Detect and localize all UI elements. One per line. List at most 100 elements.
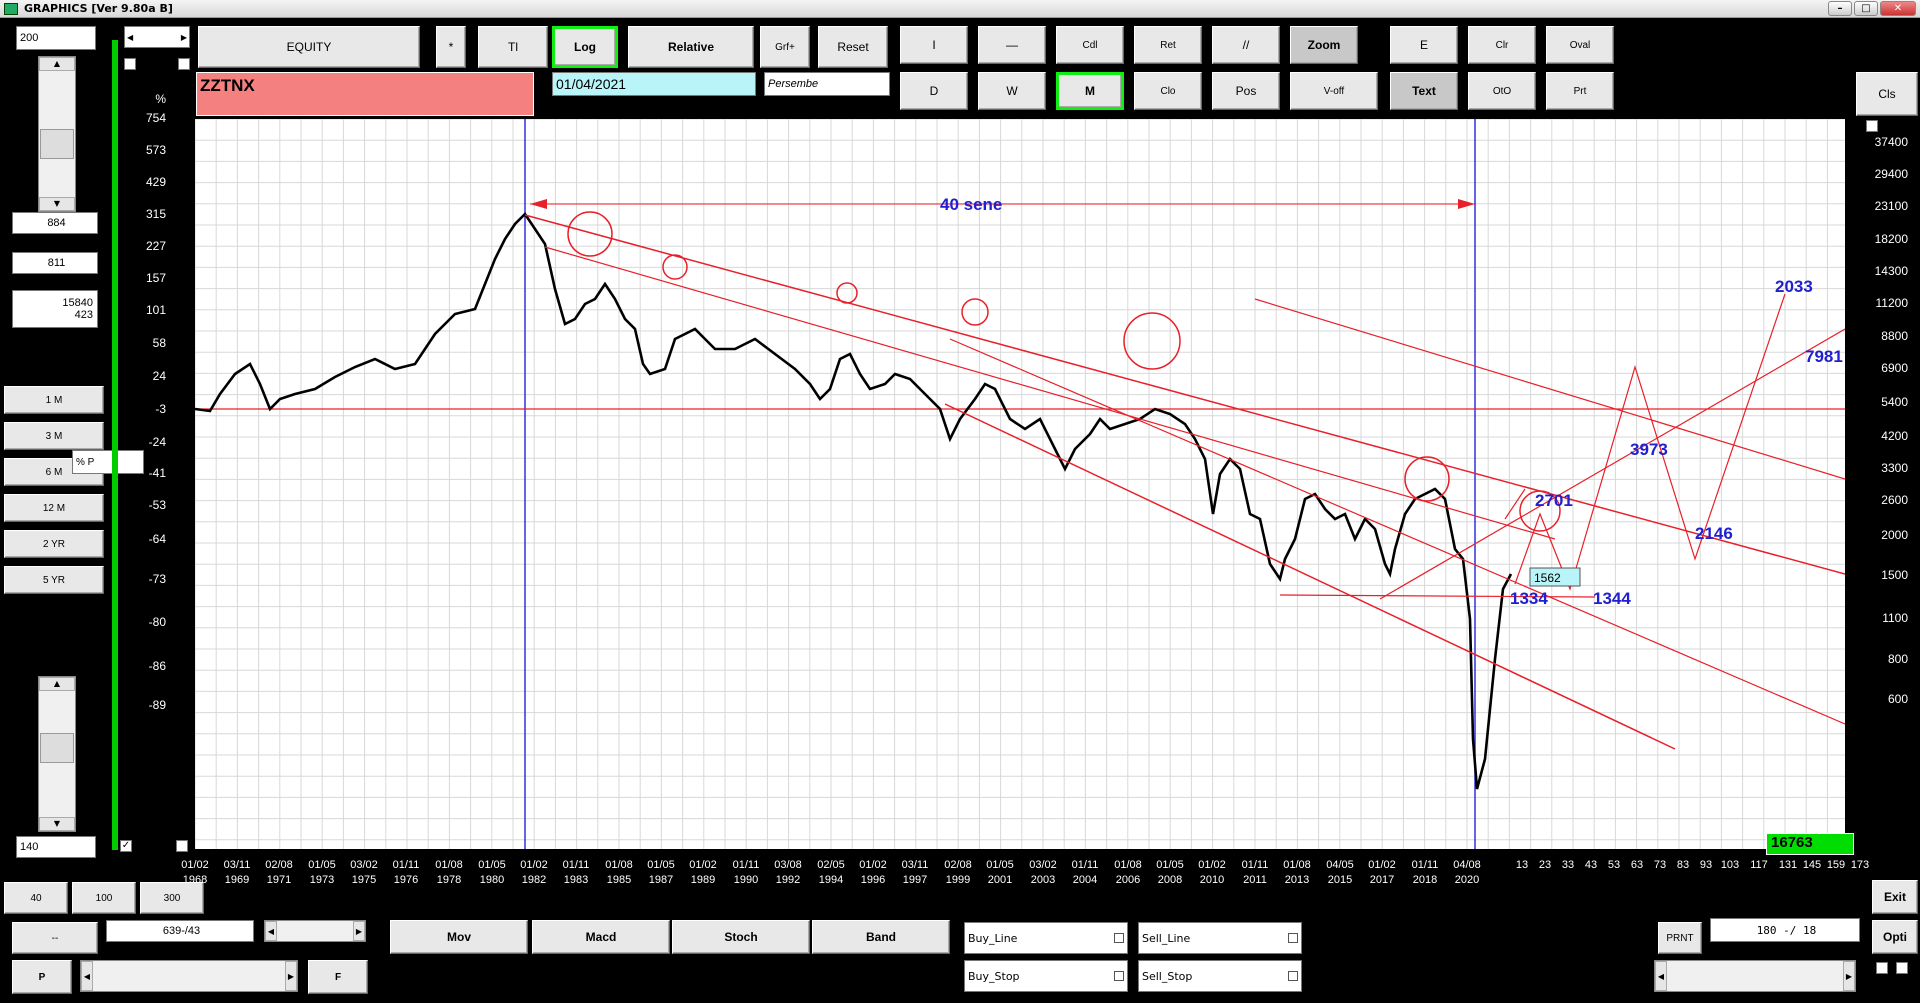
parallel-lines-button[interactable]: // (1212, 26, 1280, 64)
exit-button[interactable]: Exit (1872, 880, 1918, 914)
close-price-button[interactable]: Clo (1134, 72, 1202, 110)
min-bars-field[interactable]: 140 (16, 836, 96, 858)
scroll-thumb[interactable] (40, 129, 74, 159)
text-button[interactable]: Text (1390, 72, 1458, 110)
dash-button[interactable]: -- (12, 922, 98, 954)
buy-stop-checkbox[interactable]: Buy_Stop (964, 960, 1128, 992)
x-axis-label: 01/11 2011 (1241, 859, 1269, 886)
top-checkbox-right[interactable] (178, 58, 190, 70)
checkbox-square[interactable] (1114, 933, 1124, 943)
scroll-up-arrow-icon[interactable]: ▲ (39, 677, 75, 691)
prnt-button[interactable]: PRNT (1658, 922, 1702, 954)
vertical-line-button[interactable]: I (900, 26, 968, 64)
options-button[interactable]: Opti (1872, 920, 1918, 954)
bottom-checkbox-right[interactable] (176, 840, 188, 852)
checkbox-square[interactable] (1288, 971, 1298, 981)
price-chart[interactable]: 40 sene 2033 7981 3973 2701 2146 1334 1344 1562 (194, 118, 1846, 849)
stepper-right-icon[interactable]: ▶ (180, 32, 187, 42)
percent-field[interactable]: % P (72, 450, 144, 474)
bottom-vertical-scrollbar[interactable]: ▲ ▼ (38, 676, 76, 832)
value-tooltip (1529, 567, 1581, 587)
stochastic-button[interactable]: Stoch (672, 920, 810, 954)
weekly-button[interactable]: W (978, 72, 1046, 110)
scroll-left-arrow-icon[interactable]: ◀ (81, 961, 93, 991)
f-button[interactable]: F (308, 960, 368, 994)
log-button[interactable]: Log (552, 26, 618, 68)
star-button[interactable]: * (436, 26, 466, 68)
relative-button[interactable]: Relative (628, 26, 754, 68)
scroll-up-arrow-icon[interactable]: ▲ (39, 57, 75, 71)
small-horizontal-scrollbar[interactable]: ◀ ▶ (264, 920, 366, 942)
checkbox-square[interactable] (1114, 971, 1124, 981)
bars-field[interactable]: 200 (16, 26, 96, 50)
horizontal-line-button[interactable]: — (978, 26, 1046, 64)
moving-average-button[interactable]: Mov (390, 920, 528, 954)
period-3m-button[interactable]: 3 M (4, 422, 104, 450)
scroll-thumb[interactable] (40, 733, 74, 763)
checkbox-square[interactable] (1288, 933, 1298, 943)
top-checkbox-left[interactable] (124, 58, 136, 70)
sell-stop-checkbox[interactable]: Sell_Stop (1138, 960, 1302, 992)
scroll-down-arrow-icon[interactable]: ▼ (39, 817, 75, 831)
e-button[interactable]: E (1390, 26, 1458, 64)
clear-button[interactable]: Clr (1468, 26, 1536, 64)
maximize-button[interactable]: □ (1854, 1, 1878, 16)
trendline-button[interactable]: Tl (478, 26, 548, 68)
print-button[interactable]: Prt (1546, 72, 1614, 110)
scroll-left-arrow-icon[interactable]: ◀ (265, 921, 277, 941)
x-axis-label: 03/11 1997 (901, 859, 929, 886)
scroll-right-arrow-icon[interactable]: ▶ (1843, 961, 1855, 991)
stepper-field[interactable]: ◀ ▶ (124, 26, 190, 48)
scroll-right-arrow-icon[interactable]: ▶ (285, 961, 297, 991)
close-button[interactable]: ✕ (1880, 1, 1916, 16)
buy-line-checkbox[interactable]: Buy_Line (964, 922, 1128, 954)
scroll-down-arrow-icon[interactable]: ▼ (39, 197, 75, 211)
right-axis-label: 23100 (1874, 199, 1908, 213)
zoom-button[interactable]: Zoom (1290, 26, 1358, 64)
upper-trend-line (524, 214, 1846, 575)
period-12m-button[interactable]: 12 M (4, 494, 104, 522)
macd-button[interactable]: Macd (532, 920, 670, 954)
x-axis-label: 01/11 1990 (732, 859, 760, 886)
v-off-button[interactable]: V-off (1290, 72, 1378, 110)
bottom-right-checkbox-2[interactable] (1896, 962, 1908, 974)
app-icon (4, 2, 18, 15)
sell-line-checkbox[interactable]: Sell_Line (1138, 922, 1302, 954)
right-checkbox[interactable] (1866, 120, 1878, 132)
period-5yr-button[interactable]: 5 YR (4, 566, 104, 594)
band-button[interactable]: Band (812, 920, 950, 954)
right-horizontal-scrollbar[interactable]: ◀ ▶ (1654, 960, 1856, 992)
p-button[interactable]: P (12, 960, 72, 994)
candle-button[interactable]: Cdl (1056, 26, 1124, 64)
oto-button[interactable]: OtO (1468, 72, 1536, 110)
oval-button[interactable]: Oval (1546, 26, 1614, 64)
bottom-checkbox-left[interactable]: ✓ (120, 840, 132, 852)
stepper-left-icon[interactable]: ◀ (127, 32, 134, 42)
chart-canvas[interactable]: 40 sene 2033 7981 3973 2701 2146 1334 1344 1562 (194, 118, 1846, 849)
minimize-button[interactable]: – (1828, 1, 1852, 16)
period-1m-button[interactable]: 1 M (4, 386, 104, 414)
date-field[interactable]: 01/04/2021 (552, 72, 756, 96)
x-axis-label: 103 (1720, 859, 1740, 871)
bottom-right-checkbox-1[interactable] (1876, 962, 1888, 974)
scroll-left-arrow-icon[interactable]: ◀ (1655, 961, 1667, 991)
equity-button[interactable]: EQUITY (198, 26, 420, 68)
period-2yr-button[interactable]: 2 YR (4, 530, 104, 558)
value-field-1: 884 (12, 212, 98, 234)
graph-plus-button[interactable]: Grf+ (760, 26, 810, 68)
top-vertical-scrollbar[interactable]: ▲ ▼ (38, 56, 76, 212)
position-button[interactable]: Pos (1212, 72, 1280, 110)
n100-button[interactable]: 100 (72, 882, 136, 914)
daily-button[interactable]: D (900, 72, 968, 110)
n300-button[interactable]: 300 (140, 882, 204, 914)
monthly-button[interactable]: M (1056, 72, 1124, 110)
cls-button[interactable]: Cls (1856, 72, 1918, 116)
retracement-button[interactable]: Ret (1134, 26, 1202, 64)
n40-button[interactable]: 40 (4, 882, 68, 914)
x-axis-label: 02/08 1971 (265, 859, 293, 886)
main-horizontal-scrollbar[interactable]: ◀ ▶ (80, 960, 298, 992)
reset-button[interactable]: Reset (818, 26, 888, 68)
value-field-2: 811 (12, 252, 98, 274)
right-axis-label: 18200 (1874, 232, 1908, 246)
scroll-right-arrow-icon[interactable]: ▶ (353, 921, 365, 941)
